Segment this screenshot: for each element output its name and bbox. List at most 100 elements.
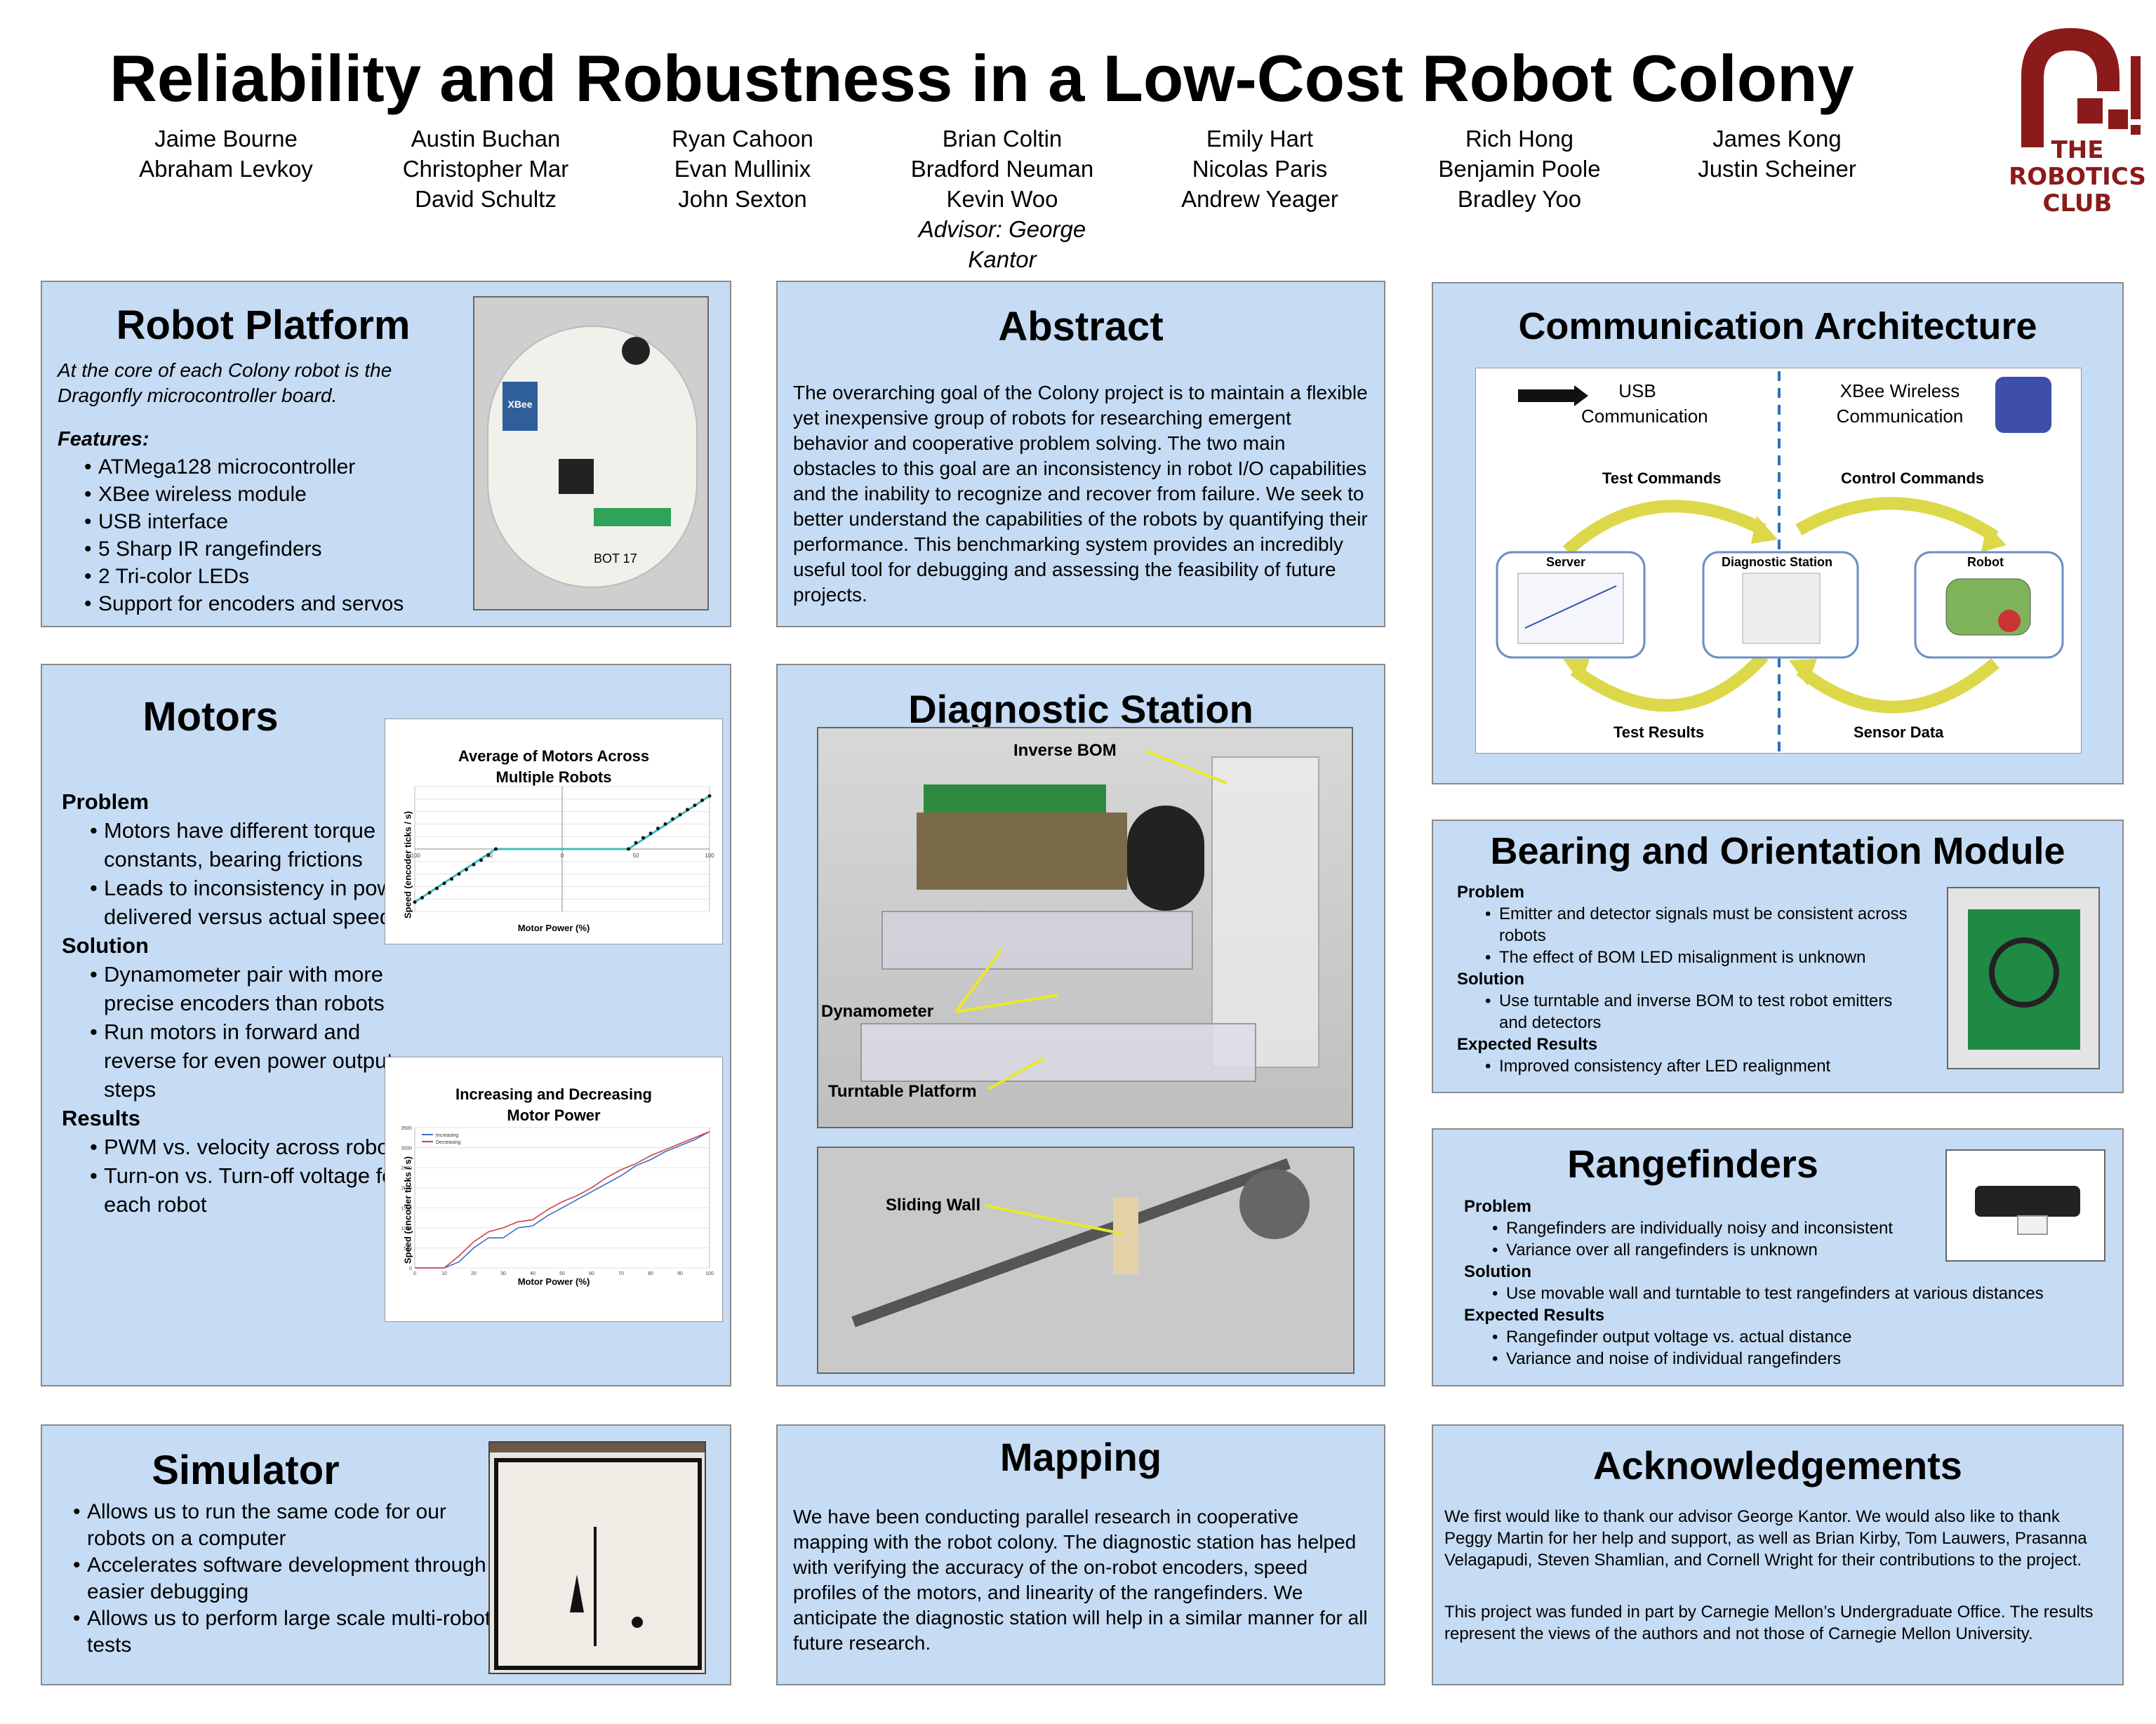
usb-label: USB Communication: [1581, 380, 1708, 427]
turntable-robot: [1239, 1169, 1310, 1239]
feature-item: 5 Sharp IR rangefinders: [70, 535, 491, 563]
author-column-2: Austin Buchan Christopher Mar David Schult…: [366, 123, 605, 214]
robot-body: [917, 813, 1127, 890]
problem-list: Emitter and detector signals must be con…: [1457, 903, 1920, 968]
acrylic-wall: [1211, 756, 1319, 1068]
solution-label: Solution: [62, 933, 149, 958]
bot-label: BOT 17: [594, 552, 637, 566]
xbee-icon: [1995, 377, 2051, 433]
rangefinders-text: Problem Rangefinders are individually no…: [1464, 1196, 2096, 1370]
data-point: [450, 877, 453, 881]
data-point: [671, 817, 674, 821]
obstacle: [632, 1617, 643, 1628]
buzzer: [622, 337, 650, 365]
data-point: [494, 847, 498, 851]
comm-diagram: USB Communication XBee Wireless Communic…: [1475, 368, 2082, 754]
sliding-wall-photo: [817, 1147, 1355, 1374]
motors-panel: Motors Problem Motors have different tor…: [41, 664, 731, 1386]
author: Jaime Bourne: [154, 126, 298, 152]
section-title: Motors: [142, 694, 279, 740]
x-axis-label: Motor Power (%): [517, 923, 590, 933]
data-point: [472, 862, 476, 867]
author-column-7: James Kong Justin Scheiner: [1658, 123, 1896, 184]
features-list: ATMega128 microcontroller XBee wireless …: [70, 453, 491, 617]
series-line: [415, 1130, 710, 1269]
problem-label: Problem: [1464, 1197, 1532, 1216]
data-point: [663, 822, 667, 826]
test-results-label: Test Results: [1613, 723, 1705, 741]
solution-label: Solution: [1457, 970, 1524, 989]
author: James Kong: [1712, 126, 1842, 152]
simulator-panel: Simulator Allows us to run the same code…: [41, 1424, 731, 1685]
y-tick-label: 2000: [401, 1187, 412, 1191]
problem-label: Problem: [1457, 883, 1525, 902]
test-commands-label: Test Commands: [1602, 469, 1722, 487]
chart-title: Average of Motors Across Multiple Robots: [458, 747, 650, 786]
solution-item: Run motors in forward and reverse for ev…: [76, 1017, 413, 1104]
acknowledgements-p2: This project was funded in part by Carne…: [1444, 1603, 2094, 1643]
x-tick-label: 80: [648, 1271, 653, 1276]
results-list: PWM vs. velocity across robots Turn-on v…: [62, 1132, 413, 1219]
base-plate: [860, 1023, 1256, 1082]
author: Andrew Yeager: [1181, 186, 1338, 212]
xbee-label: XBee: [507, 399, 533, 410]
section-title: Robot Platform: [116, 302, 411, 348]
dynamometer-label: Dynamometer: [821, 1002, 934, 1021]
y-tick-label: 3500: [401, 1126, 412, 1131]
led-ring: [1989, 937, 2059, 1008]
dragonfly-board-photo: XBee BOT 17: [473, 296, 709, 610]
x-tick-label: 20: [471, 1271, 477, 1276]
author-column-3: Ryan Cahoon Evan Mullinix John Sexton: [623, 123, 862, 214]
author: Nicolas Paris: [1192, 156, 1328, 182]
problem-item: Emitter and detector signals must be con…: [1471, 903, 1920, 947]
author: Emily Hart: [1206, 126, 1314, 152]
motors-text: Problem Motors have different torque con…: [62, 787, 413, 1219]
data-point: [435, 886, 439, 890]
data-point: [457, 872, 461, 876]
problem-list: Motors have different torque constants, …: [62, 816, 413, 931]
wall: [594, 1527, 597, 1646]
x-tick-label: 0: [413, 1271, 416, 1276]
author: Rich Hong: [1465, 126, 1574, 152]
sensor-data-label: Sensor Data: [1854, 723, 1944, 741]
feature-item: 2 Tri-color LEDs: [70, 563, 491, 590]
x-tick-label: 0: [561, 853, 564, 859]
dynamometer-wheel: [1127, 806, 1204, 911]
sliding-wall-label: Sliding Wall: [886, 1196, 981, 1215]
problem-item: Motors have different torque constants, …: [76, 816, 413, 874]
acknowledgements-panel: Acknowledgements We first would like to …: [1432, 1424, 2124, 1685]
chart-plot: 0 500 1000 1500 2000 2500 3000 3500 0 10 20 30 40 50 6…: [401, 1126, 714, 1276]
diagnostic-station-photo: [817, 727, 1353, 1128]
simulation-arena: [494, 1458, 702, 1670]
author: John Sexton: [678, 186, 807, 212]
data-point: [700, 798, 704, 803]
section-title: Abstract: [998, 304, 1164, 349]
section-title: Acknowledgements: [1593, 1443, 1962, 1488]
turntable: [881, 911, 1193, 970]
logo-line: ROBOTICS: [2009, 163, 2146, 191]
x-tick-label: 70: [618, 1271, 624, 1276]
data-point: [707, 794, 712, 798]
solution-item: Use turntable and inverse BOM to test ro…: [1471, 990, 1920, 1034]
abstract-text: The overarching goal of the Colony proje…: [793, 382, 1368, 606]
data-point: [465, 867, 468, 871]
x-tick-label: 30: [500, 1271, 506, 1276]
feature-item: ATMega128 microcontroller: [70, 453, 491, 481]
logo-mark-icon: [2021, 28, 2141, 147]
x-tick-label: -50: [484, 853, 493, 859]
solution-list: Dynamometer pair with more precise encod…: [62, 960, 413, 1104]
mapping-panel: Mapping We have been conducting parallel…: [776, 1424, 1385, 1685]
x-tick-label: 100: [705, 1271, 714, 1276]
legend-label: Increasing: [436, 1133, 458, 1138]
expected-list: Rangefinder output voltage vs. actual di…: [1464, 1326, 2096, 1370]
problem-item: Variance over all rangefinders is unknow…: [1478, 1239, 2096, 1261]
rangefinder-sensor-photo: [1945, 1149, 2105, 1262]
simulator-item: Allows us to perform large scale multi-r…: [59, 1605, 508, 1659]
data-point: [693, 803, 697, 808]
microcontroller-chip: [559, 459, 594, 494]
data-point: [686, 808, 689, 812]
chart-title: Increasing and Decreasing Motor Power: [455, 1085, 652, 1124]
expected-label: Expected Results: [1464, 1306, 1605, 1325]
solution-label: Solution: [1464, 1262, 1531, 1281]
legend-label: Decreasing: [436, 1140, 461, 1145]
